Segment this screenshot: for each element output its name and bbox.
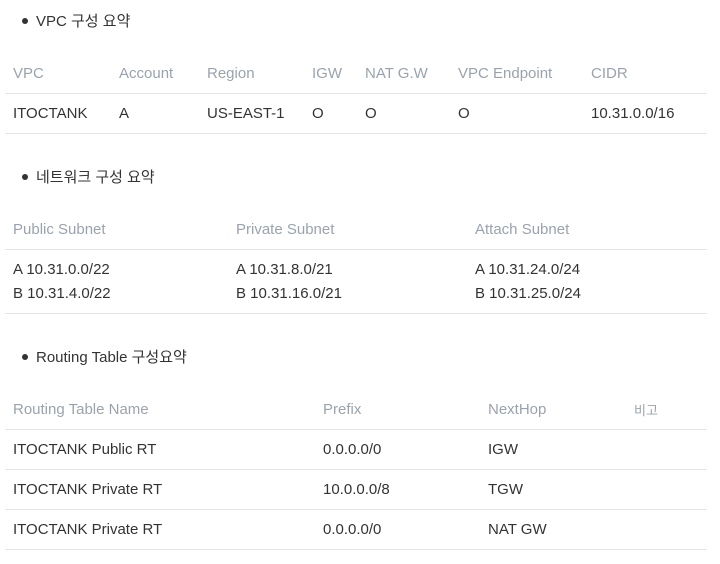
- cell-igw: O: [304, 93, 357, 134]
- cell-vpc: ITOCTANK: [5, 93, 111, 134]
- column-header-prefix: Prefix: [315, 389, 480, 430]
- table-row: ITOCTANK Private RT 10.0.0.0/8 TGW: [5, 469, 707, 510]
- section-title-routing-text: Routing Table 구성요약: [36, 349, 187, 366]
- cell-public-subnet: A 10.31.0.0/22 B 10.31.4.0/22: [5, 249, 228, 314]
- table-header-row: Routing Table Name Prefix NextHop 비고: [5, 389, 707, 430]
- subnet-b: B 10.31.4.0/22: [13, 284, 111, 302]
- cell-vpc-endpoint: O: [450, 93, 583, 134]
- cell-account: A: [111, 93, 199, 134]
- table-row: ITOCTANK A US-EAST-1 O O O 10.31.0.0/16: [5, 93, 707, 134]
- cell-prefix: 0.0.0.0/0: [315, 509, 480, 550]
- vpc-summary-table: VPC Account Region IGW NAT G.W VPC Endpo…: [5, 53, 707, 134]
- subnet-a: A 10.31.8.0/21: [236, 260, 333, 278]
- cell-remarks: [626, 509, 707, 550]
- cell-prefix: 0.0.0.0/0: [315, 429, 480, 470]
- column-header-remarks: 비고: [626, 389, 707, 430]
- cell-attach-subnet: A 10.31.24.0/24 B 10.31.25.0/24: [467, 249, 707, 314]
- section-title-network: 네트워크 구성 요약: [22, 166, 155, 187]
- column-header-attach-subnet: Attach Subnet: [467, 209, 707, 250]
- cell-cidr: 10.31.0.0/16: [583, 93, 707, 134]
- cell-remarks: [626, 469, 707, 510]
- cell-routing-table-name: ITOCTANK Private RT: [5, 509, 315, 550]
- cell-region: US-EAST-1: [199, 93, 304, 134]
- column-header-nat-gw: NAT G.W: [357, 53, 450, 94]
- column-header-cidr: CIDR: [583, 53, 707, 94]
- column-header-routing-table-name: Routing Table Name: [5, 389, 315, 430]
- column-header-region: Region: [199, 53, 304, 94]
- cell-nat-gw: O: [357, 93, 450, 134]
- section-title-network-text: 네트워크 구성 요약: [36, 169, 155, 186]
- section-title-vpc: VPC 구성 요약: [22, 10, 130, 31]
- column-header-public-subnet: Public Subnet: [5, 209, 228, 250]
- column-header-vpc: VPC: [5, 53, 111, 94]
- subnet-b: B 10.31.25.0/24: [475, 284, 581, 302]
- column-header-nexthop: NextHop: [480, 389, 626, 430]
- cell-nexthop: TGW: [480, 469, 626, 510]
- network-summary-table: Public Subnet Private Subnet Attach Subn…: [5, 209, 707, 314]
- table-header-row: VPC Account Region IGW NAT G.W VPC Endpo…: [5, 53, 707, 94]
- table-row: A 10.31.0.0/22 B 10.31.4.0/22 A 10.31.8.…: [5, 249, 707, 314]
- cell-routing-table-name: ITOCTANK Public RT: [5, 429, 315, 470]
- column-header-account: Account: [111, 53, 199, 94]
- cell-nexthop: NAT GW: [480, 509, 626, 550]
- routing-summary-table: Routing Table Name Prefix NextHop 비고 ITO…: [5, 389, 707, 550]
- cell-nexthop: IGW: [480, 429, 626, 470]
- table-row: ITOCTANK Public RT 0.0.0.0/0 IGW: [5, 429, 707, 470]
- bullet-dot: [22, 353, 28, 360]
- bullet-dot: [22, 173, 28, 180]
- column-header-igw: IGW: [304, 53, 357, 94]
- bullet-dot: [22, 17, 28, 24]
- cell-remarks: [626, 429, 707, 470]
- column-header-private-subnet: Private Subnet: [228, 209, 467, 250]
- table-row: ITOCTANK Private RT 0.0.0.0/0 NAT GW: [5, 509, 707, 550]
- subnet-b: B 10.31.16.0/21: [236, 284, 342, 302]
- subnet-a: A 10.31.24.0/24: [475, 260, 581, 278]
- subnet-a: A 10.31.0.0/22: [13, 260, 110, 278]
- cell-private-subnet: A 10.31.8.0/21 B 10.31.16.0/21: [228, 249, 467, 314]
- cell-routing-table-name: ITOCTANK Private RT: [5, 469, 315, 510]
- table-header-row: Public Subnet Private Subnet Attach Subn…: [5, 209, 707, 250]
- column-header-vpc-endpoint: VPC Endpoint: [450, 53, 583, 94]
- cell-prefix: 10.0.0.0/8: [315, 469, 480, 510]
- section-title-routing: Routing Table 구성요약: [22, 346, 187, 367]
- section-title-vpc-text: VPC 구성 요약: [36, 13, 131, 30]
